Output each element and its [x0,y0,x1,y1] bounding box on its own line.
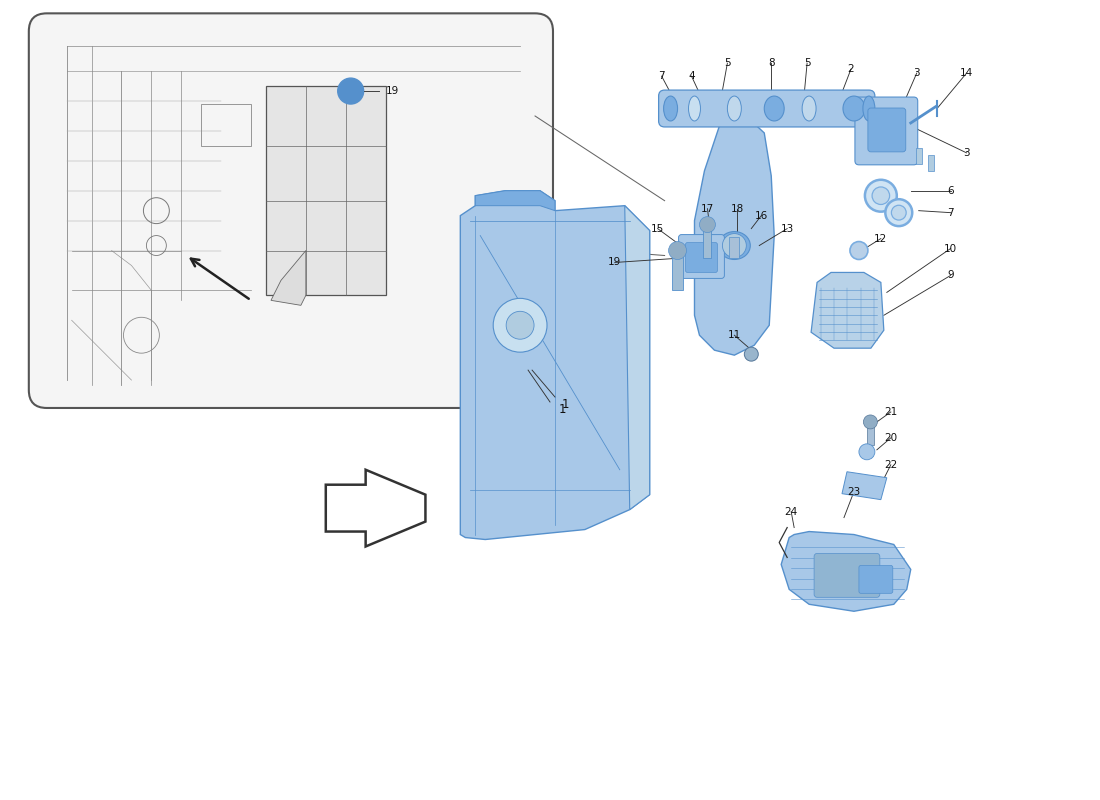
FancyBboxPatch shape [659,90,874,127]
Text: 13: 13 [781,223,794,234]
Text: 11: 11 [728,330,741,340]
Polygon shape [460,190,650,539]
FancyBboxPatch shape [685,242,717,273]
Polygon shape [475,190,556,210]
Text: 2: 2 [848,64,855,74]
Ellipse shape [862,96,874,121]
FancyBboxPatch shape [868,108,905,152]
Ellipse shape [689,96,701,121]
Circle shape [745,347,758,361]
Text: 19: 19 [386,86,399,96]
Text: 1: 1 [561,398,569,411]
Text: 3: 3 [913,68,920,78]
Circle shape [723,234,746,258]
Ellipse shape [891,206,906,220]
Polygon shape [694,111,774,355]
Text: 22: 22 [884,460,898,470]
Polygon shape [842,472,887,500]
Text: 14: 14 [960,68,974,78]
Text: 23: 23 [847,486,860,497]
Text: 8: 8 [768,58,774,68]
Circle shape [669,242,686,259]
Polygon shape [625,206,650,510]
Circle shape [506,311,535,339]
Bar [927,155,934,170]
FancyBboxPatch shape [29,14,553,408]
Bar [915,148,922,164]
Polygon shape [811,273,883,348]
Text: 1: 1 [558,403,565,417]
Text: 12: 12 [874,234,888,243]
Ellipse shape [718,231,750,259]
Circle shape [338,78,364,104]
Polygon shape [271,250,306,306]
Circle shape [700,217,715,233]
Text: 24: 24 [784,506,798,517]
Bar [201,104,251,146]
Ellipse shape [886,199,912,226]
Text: 18: 18 [730,204,744,214]
Bar [729,237,739,258]
FancyBboxPatch shape [266,86,386,295]
Ellipse shape [843,96,865,121]
Circle shape [493,298,547,352]
Ellipse shape [872,187,890,205]
Text: 20: 20 [884,433,898,443]
Bar [704,226,712,258]
Bar [672,253,683,290]
Text: 7: 7 [658,71,664,81]
Bar [867,423,873,445]
FancyBboxPatch shape [859,566,893,594]
Ellipse shape [865,180,896,212]
Circle shape [864,415,878,429]
Ellipse shape [802,96,816,121]
Ellipse shape [764,96,784,121]
Text: 17: 17 [701,204,714,214]
Text: 6: 6 [947,186,954,196]
Text: 19: 19 [608,258,622,267]
Text: 5: 5 [804,58,811,68]
Text: 3: 3 [964,148,970,158]
Text: 4: 4 [689,71,695,81]
Text: 9: 9 [947,270,954,281]
FancyBboxPatch shape [855,97,917,165]
Circle shape [859,444,874,460]
Ellipse shape [663,96,678,121]
Text: 5: 5 [724,58,730,68]
FancyBboxPatch shape [679,234,725,278]
Text: 10: 10 [944,243,957,254]
Polygon shape [326,470,426,546]
Text: 7: 7 [947,208,954,218]
Polygon shape [781,531,911,611]
Ellipse shape [850,242,868,259]
FancyBboxPatch shape [814,554,880,598]
Text: 21: 21 [884,407,898,417]
Text: 16: 16 [755,210,768,221]
Ellipse shape [715,104,754,122]
Ellipse shape [727,96,741,121]
Text: 15: 15 [651,223,664,234]
